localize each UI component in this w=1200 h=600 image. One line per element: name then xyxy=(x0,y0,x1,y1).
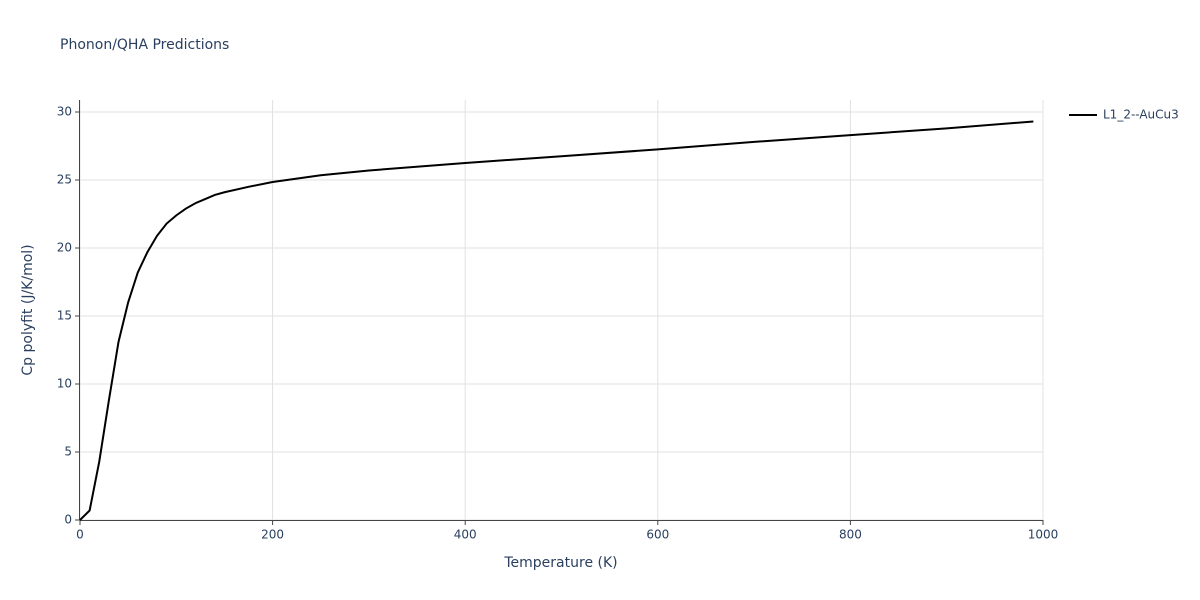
data-line xyxy=(79,120,1034,521)
x-tick-label: 600 xyxy=(646,528,669,542)
y-tick-label: 30 xyxy=(57,105,72,119)
x-axis-label: Temperature (K) xyxy=(503,555,617,571)
y-tick-label: 0 xyxy=(64,513,72,527)
x-tick-label: 0 xyxy=(76,528,84,542)
grid xyxy=(79,100,1044,521)
y-tick-label: 20 xyxy=(57,241,72,255)
x-tick-label: 200 xyxy=(261,528,284,542)
legend-label: L1_2--AuCu3 xyxy=(1103,108,1179,122)
x-tick-label: 1000 xyxy=(1028,528,1059,542)
y-tick-label: 5 xyxy=(64,445,72,459)
y-tick-label: 10 xyxy=(57,377,72,391)
x-tick-label: 400 xyxy=(454,528,477,542)
y-tick-label: 15 xyxy=(57,309,72,323)
y-tick-label: 25 xyxy=(57,173,72,187)
y-axis-label: Cp polyfit (J/K/mol) xyxy=(20,244,36,375)
chart-title: Phonon/QHA Predictions xyxy=(60,37,229,53)
x-tick-label: 800 xyxy=(839,528,862,542)
